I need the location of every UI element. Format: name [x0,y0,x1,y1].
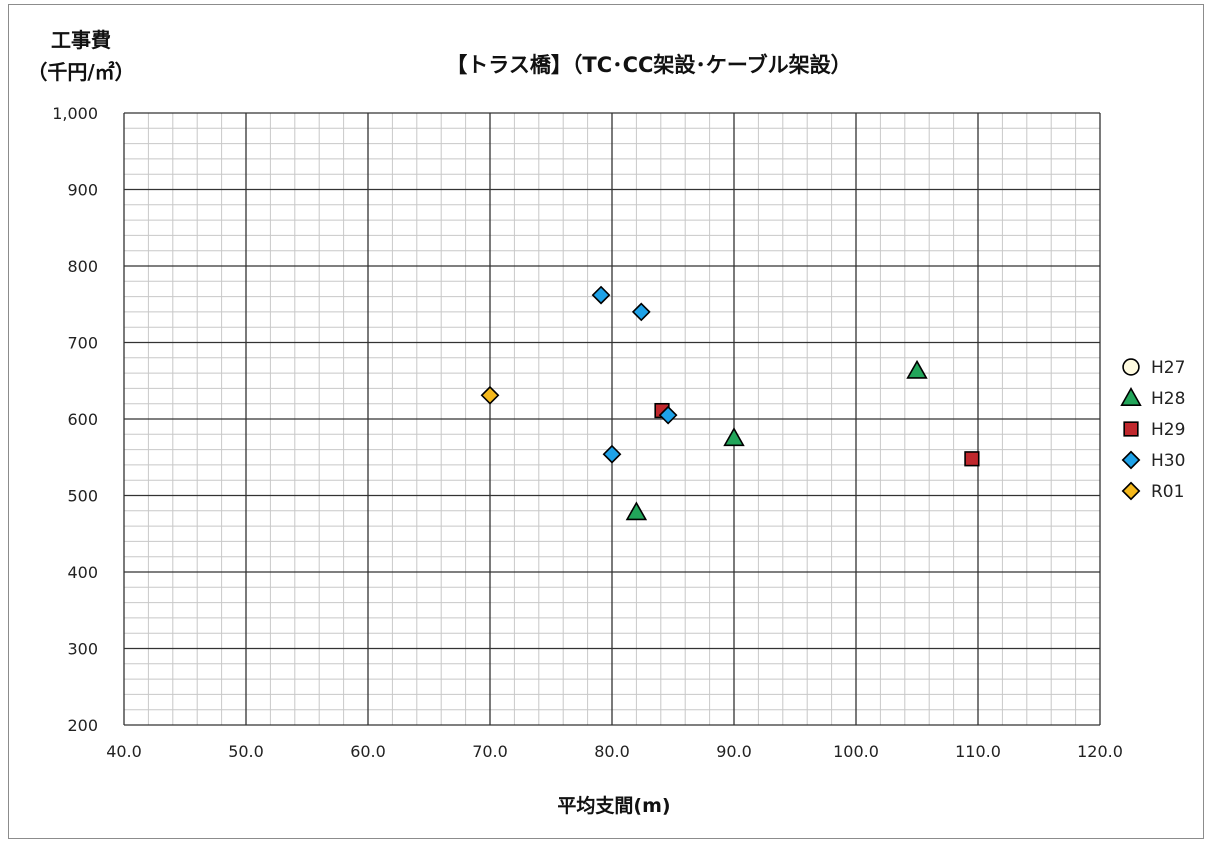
legend-marker-h29 [1123,421,1139,437]
x-axis-label: 平均支間(m) [557,794,670,817]
data-point-h29 [964,451,980,467]
data-point-h30 [658,405,678,425]
data-point-r01 [480,385,500,405]
y-tick-label: 1,000 [52,104,98,123]
x-axis-ticks: 40.0 50.0 60.0 70.0 80.0 90.0 100.0 110.0 120.0 [106,742,1123,761]
legend-marker-h28 [1120,387,1142,406]
legend-label-r01: R01 [1151,482,1184,502]
x-tick-label: 40.0 [106,742,142,761]
x-tick-label: 70.0 [472,742,508,761]
major-grid [123,112,1101,726]
y-tick-label: 300 [67,640,98,659]
x-tick-label: 100.0 [833,742,879,761]
data-point-h28 [625,501,648,521]
y-tick-label: 200 [67,716,98,735]
x-tick-label: 60.0 [350,742,386,761]
y-tick-label: 700 [67,334,98,353]
data-point-h28 [723,427,745,447]
y-tick-label: 600 [67,410,98,429]
data-point-h30 [602,444,622,464]
y-tick-label: 400 [67,563,98,582]
data-point-h30 [591,285,611,305]
legend-marker-r01 [1121,481,1141,501]
y-tick-label: 900 [67,181,98,200]
y-axis-ticks: 200 300 400 500 600 700 800 900 1,000 [52,104,98,735]
x-tick-label: 80.0 [594,742,630,761]
x-tick-label: 90.0 [716,742,752,761]
chart-title: 【トラス橋】（TC･CC架設･ケーブル架設） [446,53,851,77]
chart-frame: 200 300 400 500 600 700 800 900 1,000 40.0 50.0 60… [8,4,1204,839]
x-tick-label: 50.0 [228,742,264,761]
y-axis-label-line2: （千円/㎡） [27,60,134,84]
y-axis-label-line1: 工事費 [51,28,111,52]
legend-label-h30: H30 [1151,451,1185,471]
scatter-chart: 200 300 400 500 600 700 800 900 1,000 40.0 50.0 60… [27,28,1185,817]
data-point-h30 [631,302,651,322]
data-point-h28 [906,359,928,379]
y-tick-label: 800 [67,257,98,276]
x-tick-label: 120.0 [1077,742,1123,761]
legend-label-h28: H28 [1151,389,1185,409]
legend-marker-h27 [1122,358,1140,376]
y-tick-label: 500 [67,487,98,506]
data-points [480,285,980,521]
legend: H27 H28 H29 H30 R01 [1120,358,1185,502]
legend-label-h29: H29 [1151,420,1185,440]
legend-label-h27: H27 [1151,358,1185,378]
legend-marker-h30 [1121,450,1141,470]
x-tick-label: 110.0 [955,742,1001,761]
